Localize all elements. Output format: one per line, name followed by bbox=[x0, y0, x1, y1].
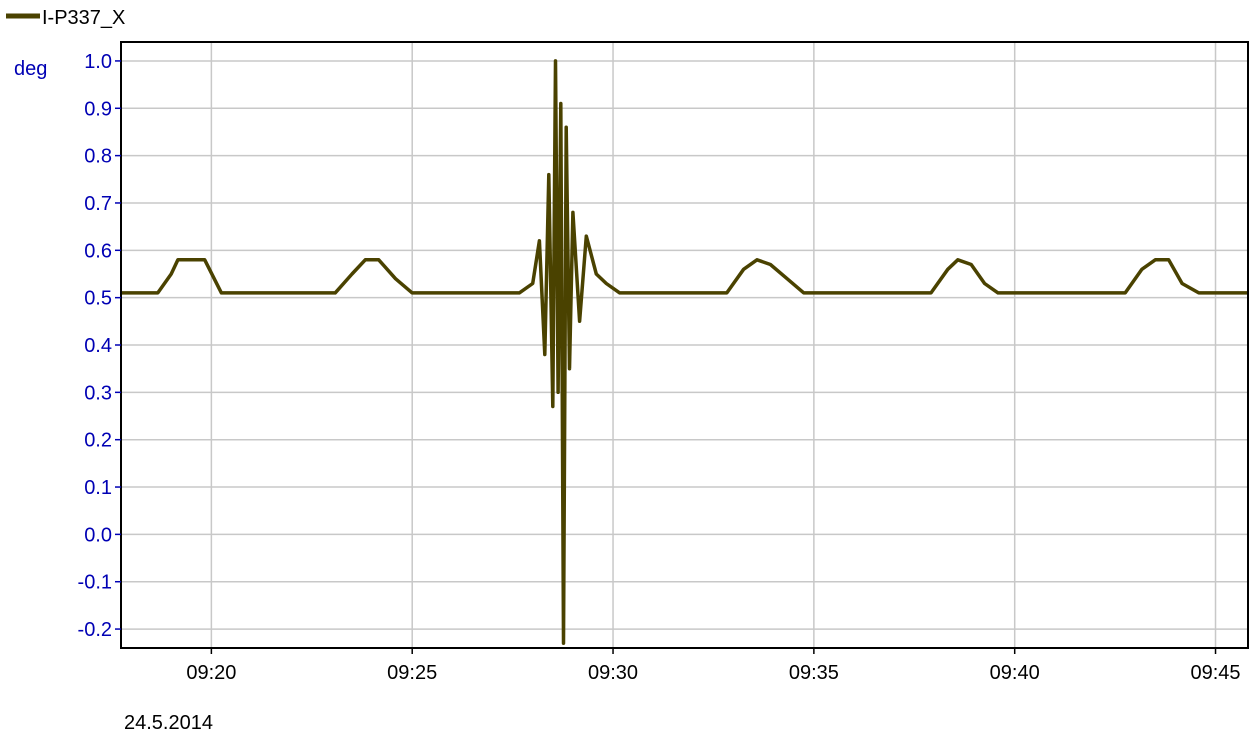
y-tick-label: -0.1 bbox=[78, 572, 112, 594]
x-tick-label: 09:40 bbox=[990, 662, 1040, 684]
x-tick-label: 09:35 bbox=[789, 662, 839, 684]
date-label: 24.5.2014 bbox=[124, 712, 213, 734]
y-tick-label: 0.0 bbox=[84, 524, 112, 546]
x-tick-label: 09:25 bbox=[387, 662, 437, 684]
horizontal-gridlines bbox=[121, 60, 1249, 630]
y-tick-label: 0.9 bbox=[84, 98, 112, 120]
legend: I-P337_X bbox=[6, 7, 125, 29]
x-tick-label: 09:45 bbox=[1190, 662, 1240, 684]
y-tick-label: -0.2 bbox=[78, 619, 112, 641]
y-axis-unit: deg bbox=[14, 58, 47, 80]
y-tick-label: 0.2 bbox=[84, 430, 112, 452]
y-tick-label: 0.5 bbox=[84, 288, 112, 310]
x-tick-label: 09:30 bbox=[588, 662, 638, 684]
y-tick-label: 0.7 bbox=[84, 193, 112, 215]
y-tick-label: 0.4 bbox=[84, 335, 112, 357]
x-tick-label: 09:20 bbox=[186, 662, 236, 684]
x-axis: 09:20 09:25 09:30 09:35 09:40 09:45 bbox=[186, 648, 1241, 684]
legend-label: I-P337_X bbox=[42, 7, 125, 29]
y-tick-label: 0.3 bbox=[84, 382, 112, 404]
y-axis: 1.0 0.9 0.8 0.7 0.6 0.5 0.4 0.3 0.2 0.1 0.0 -0.1 -0.… bbox=[78, 51, 121, 641]
y-tick-label: 1.0 bbox=[84, 51, 112, 73]
y-tick-label: 0.6 bbox=[84, 240, 112, 262]
y-tick-label: 0.1 bbox=[84, 477, 112, 499]
y-tick-label: 0.8 bbox=[84, 146, 112, 168]
series-line-i-p337-x bbox=[121, 59, 1249, 646]
